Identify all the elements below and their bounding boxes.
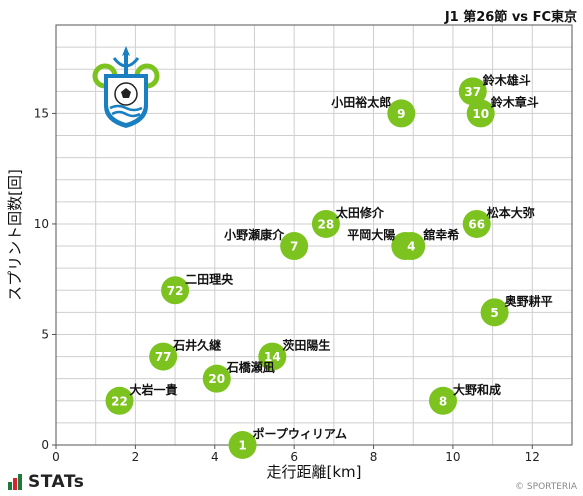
data-points: 37鈴木雄斗10鈴木章斗9小田裕太郎28太田修介66松本大弥7小野瀬康介13平岡… — [105, 72, 553, 459]
brand-label: STATs — [28, 472, 85, 492]
data-point: 7 小野瀬康介 — [224, 227, 309, 261]
player-name-label: 石井久継 — [172, 338, 221, 353]
data-point-marker — [387, 99, 416, 128]
x-tick-label: 2 — [132, 450, 140, 464]
stats-logo-icon — [8, 474, 22, 490]
player-name-label: 平岡大陽 — [347, 227, 395, 242]
plot-frame — [55, 24, 573, 446]
data-point-marker — [202, 364, 231, 393]
data-point: 5 奥野耕平 — [480, 293, 553, 327]
player-name-label: 松本大弥 — [487, 205, 535, 220]
player-name-label: 太田修介 — [336, 205, 385, 220]
player-name-label: 茨田陽生 — [282, 338, 330, 353]
y-tick-label: 5 — [41, 327, 49, 341]
player-name-label: 奥野耕平 — [505, 293, 553, 308]
y-tick-label: 15 — [34, 106, 49, 120]
data-point: 9 小田裕太郎 — [331, 94, 416, 128]
x-tick-label: 12 — [525, 450, 540, 464]
player-name-label: 舘幸希 — [422, 227, 459, 242]
player-number: 5 — [490, 306, 498, 320]
x-tick-label: 10 — [445, 450, 460, 464]
player-name-label: 小野瀬康介 — [224, 227, 285, 242]
data-point-marker — [397, 232, 426, 261]
data-point-marker — [149, 342, 178, 371]
data-point: 4 舘幸希 — [397, 227, 459, 261]
x-tick-label: 6 — [290, 450, 298, 464]
data-point-marker — [311, 209, 340, 238]
copyright: © SPORTERIA — [515, 482, 577, 492]
player-name-label: 大岩一貴 — [130, 382, 178, 397]
player-number: 22 — [111, 394, 128, 408]
player-name-label: 石橋瀬凪 — [226, 360, 275, 375]
data-point: 8 大野和成 — [429, 382, 501, 415]
player-number: 72 — [167, 284, 184, 298]
data-point: 1 ポープウィリアム — [228, 426, 347, 459]
x-tick-label: 8 — [370, 450, 378, 464]
player-name-label: 大野和成 — [453, 382, 501, 397]
data-point-marker — [429, 386, 457, 415]
player-number: 10 — [472, 107, 489, 121]
data-point-marker — [161, 276, 190, 305]
player-number: 20 — [208, 372, 225, 386]
x-tick-label: 0 — [52, 450, 60, 464]
y-tick-label: 10 — [34, 217, 49, 231]
x-tick-label: 4 — [211, 450, 219, 464]
player-number: 9 — [397, 107, 405, 121]
match-title: J1 第26節 vs FC東京 — [444, 10, 577, 25]
player-number: 7 — [290, 240, 298, 254]
data-point-marker — [480, 298, 509, 327]
y-axis-label: スプリント回数[回] — [6, 169, 24, 301]
data-point-marker — [280, 232, 309, 261]
player-number: 37 — [464, 85, 481, 99]
player-name-label: ポープウィリアム — [253, 426, 347, 441]
y-tick-label: 0 — [41, 438, 49, 452]
player-name-label: 二田理央 — [185, 271, 234, 286]
data-point-marker — [258, 342, 287, 371]
player-name-label: 鈴木雄斗 — [483, 72, 531, 87]
player-number: 1 — [238, 439, 246, 453]
player-number: 66 — [468, 217, 485, 231]
data-point-marker — [466, 99, 495, 128]
player-name-label: 鈴木章斗 — [491, 94, 539, 109]
data-point-marker — [462, 209, 491, 238]
data-point-marker — [458, 77, 487, 106]
club-crest-icon — [92, 46, 160, 128]
grid-lines — [56, 25, 572, 445]
stats-brand: STATs — [8, 472, 84, 492]
player-number: 28 — [318, 217, 335, 231]
player-number: 4 — [407, 240, 415, 254]
data-point-marker — [228, 431, 257, 459]
player-name-label: 小田裕太郎 — [331, 94, 391, 109]
player-number: 77 — [155, 350, 172, 364]
player-number: 8 — [439, 394, 447, 408]
player-number: 14 — [264, 350, 281, 364]
data-point-marker — [105, 386, 134, 415]
x-axis-label: 走行距離[km] — [266, 463, 361, 481]
